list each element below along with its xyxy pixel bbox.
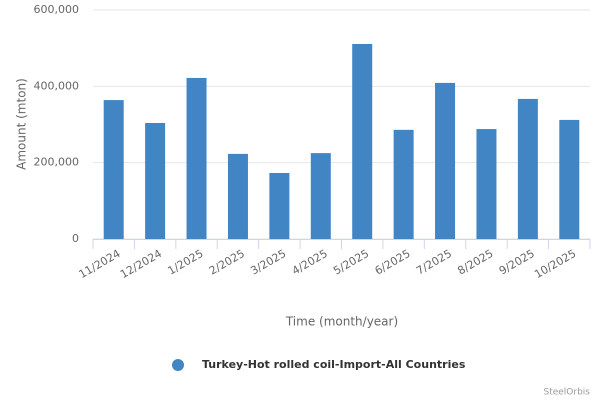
x-tick-label: 3/2025: [248, 247, 288, 278]
bar: [103, 100, 124, 239]
x-tick-label: 2/2025: [207, 247, 247, 278]
x-tick-label: 1/2025: [166, 247, 206, 278]
y-tick-label: 400,000: [34, 79, 80, 92]
legend-label: Turkey-Hot rolled coil-Import-All Countr…: [202, 358, 466, 371]
x-tick-label: 9/2025: [497, 247, 537, 278]
x-tick-label: 7/2025: [414, 247, 454, 278]
bar: [476, 129, 497, 239]
bar: [393, 129, 414, 239]
x-tick-label: 10/2025: [532, 247, 578, 281]
x-tick-label: 5/2025: [331, 247, 371, 278]
x-tick-label: 6/2025: [373, 247, 413, 278]
x-axis-title: Time (month/year): [285, 315, 398, 329]
x-tick-label: 12/2024: [118, 247, 164, 281]
bar: [145, 122, 166, 239]
bar: [517, 98, 538, 239]
x-tick-label: 11/2024: [77, 247, 123, 281]
bar: [352, 43, 373, 239]
bar: [227, 153, 248, 239]
bar: [186, 77, 207, 239]
bar: [559, 119, 580, 239]
y-tick-label: 600,000: [34, 3, 80, 16]
bar: [310, 153, 331, 239]
x-tick-label: 8/2025: [455, 247, 495, 278]
bar: [269, 172, 290, 239]
y-tick-label: 200,000: [34, 156, 80, 169]
x-tick-label: 4/2025: [290, 247, 330, 278]
bar: [435, 82, 456, 239]
credit: SteelOrbis: [543, 388, 590, 398]
legend-marker: [172, 359, 184, 371]
y-axis-title: Amount (mton): [15, 78, 29, 170]
y-tick-label: 0: [72, 232, 79, 245]
